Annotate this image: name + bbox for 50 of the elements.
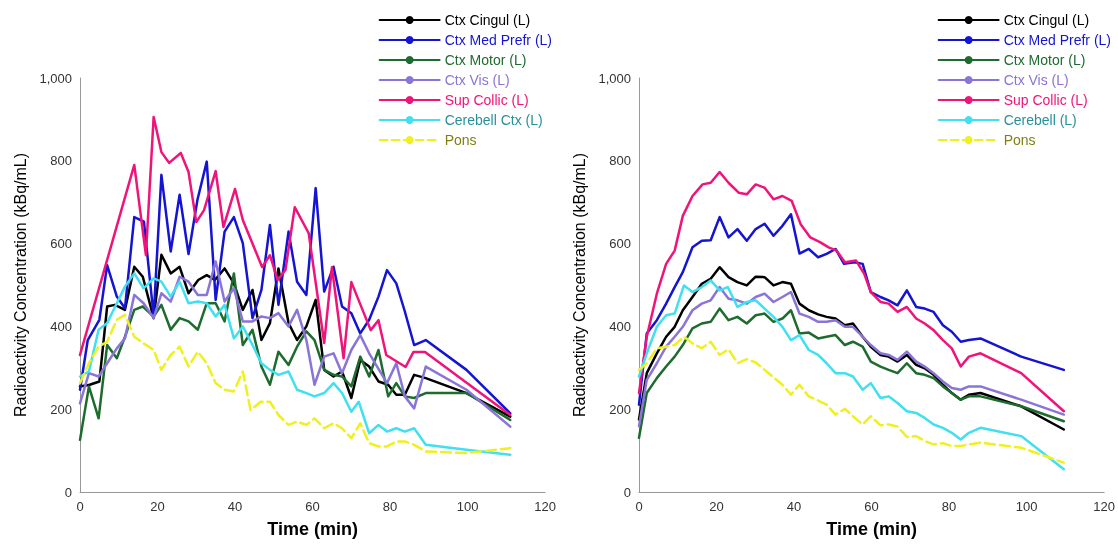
legend-label: Sup Collic (L): [1003, 92, 1088, 108]
y-tick-label: 400: [609, 318, 631, 334]
y-tick-label: 1,000: [39, 70, 72, 86]
x-tick-label: 40: [786, 499, 802, 514]
legend-label: Pons: [1003, 132, 1036, 148]
y-tick-label: 0: [623, 484, 631, 500]
line-series: [78, 160, 512, 415]
legend-label: Ctx Med Prefr (L): [444, 32, 553, 48]
legend-label: Ctx Cingul (L): [444, 12, 531, 28]
legend-label: Ctx Vis (L): [1003, 72, 1069, 88]
x-tick-label: 0: [635, 499, 643, 514]
line-series: [637, 335, 1066, 464]
x-tick-label: 60: [864, 499, 879, 514]
legend-label: Ctx Cingul (L): [1003, 12, 1090, 28]
x-tick-label: 60: [305, 499, 320, 514]
x-tick-label: 20: [709, 499, 724, 514]
y-tick-label: 1,000: [598, 70, 631, 86]
x-tick-label: 80: [382, 499, 398, 514]
x-tick-label: 100: [1015, 499, 1038, 514]
y-tick-label: 0: [64, 484, 72, 500]
line-series: [78, 313, 512, 455]
y-tick-label: 200: [609, 401, 631, 417]
legend-label: Cerebell Ctx (L): [444, 112, 543, 128]
x-tick-label: 120: [534, 499, 557, 514]
x-tick-label: 100: [456, 499, 479, 514]
x-axis-title: Time (min): [826, 519, 917, 539]
line-series: [637, 170, 1066, 413]
y-tick-label: 800: [50, 153, 72, 169]
x-tick-label: 80: [941, 499, 957, 514]
x-tick-label: 120: [1093, 499, 1116, 514]
x-tick-label: 20: [150, 499, 165, 514]
y-tick-label: 200: [50, 401, 72, 417]
x-tick-label: 40: [227, 499, 243, 514]
y-tick-label: 600: [609, 236, 631, 252]
y-tick-label: 800: [609, 153, 631, 169]
legend-label: Cerebell (L): [1003, 112, 1077, 128]
x-axis-title: Time (min): [267, 519, 358, 539]
legend-label: Pons: [444, 132, 477, 148]
legend-label: Ctx Med Prefr (L): [1003, 32, 1112, 48]
legend-label: Ctx Motor (L): [444, 52, 527, 68]
y-tick-label: 400: [50, 318, 72, 334]
y-axis-title: Radioactivity Concentration (kBq/mL): [11, 152, 29, 418]
y-axis-title: Radioactivity Concentration (kBq/mL): [570, 152, 588, 418]
x-tick-label: 0: [76, 499, 84, 514]
line-series: [637, 279, 1066, 471]
y-tick-label: 600: [50, 236, 72, 252]
legend-label: Ctx Motor (L): [1003, 52, 1086, 68]
legend-label: Sup Collic (L): [444, 92, 529, 108]
line-series: [637, 307, 1066, 440]
legend-label: Ctx Vis (L): [444, 72, 510, 88]
